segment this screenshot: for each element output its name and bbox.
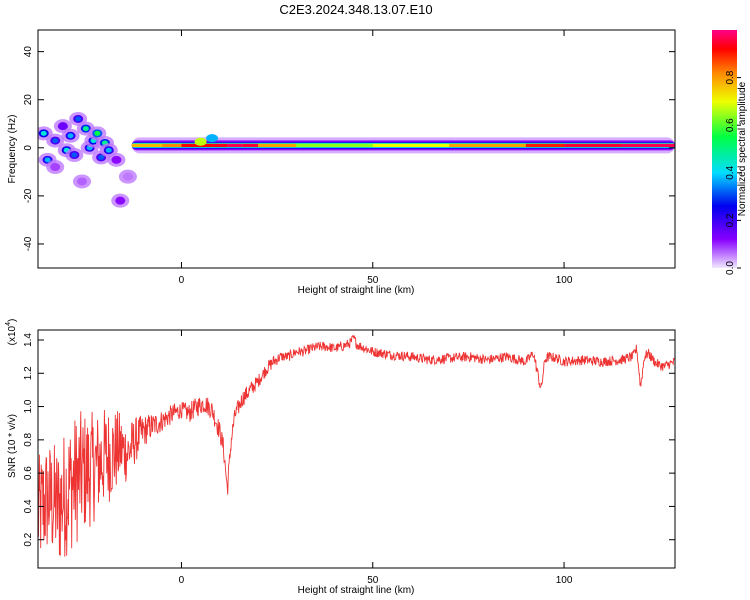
spectrogram-y-tick-label: -40 <box>23 236 34 251</box>
snr-x-ticks: 0 50 100 <box>179 330 573 586</box>
snr-y-tick-label: 0.2 <box>23 532 34 546</box>
snr-x-tick-label: 0 <box>179 575 185 586</box>
spectrogram-blob <box>50 163 61 172</box>
svg-text:(x104): (x104) <box>5 319 18 346</box>
snr-y-multiplier-base: (x10 <box>7 325 18 345</box>
snr-y-tick-label: 0.4 <box>23 499 34 513</box>
spectrogram-band-peak <box>621 143 675 147</box>
colorbar-tick-label: 0.8 <box>725 70 736 84</box>
spectrogram-x-tick-label: 50 <box>367 275 379 286</box>
spectrogram-blob-core <box>52 138 59 144</box>
spectrogram-band-peak <box>131 143 163 147</box>
spectrogram-y-ticks: 40 20 0 -20 -40 <box>23 46 675 251</box>
spectrogram-band-peak <box>564 143 622 147</box>
snr-y-tick-label: 1.2 <box>23 366 34 380</box>
snr-x-tick-label: 100 <box>556 575 573 586</box>
spectrogram-y-axis-label: Frequency (Hz) <box>7 115 18 184</box>
snr-y-tick-label: 1.4 <box>23 333 34 347</box>
spectrogram-band-peak <box>200 143 213 147</box>
spectrogram-blob-core <box>71 152 78 158</box>
spectrogram-x-tick-label: 0 <box>179 275 185 286</box>
spectrogram-band-peak <box>257 143 297 147</box>
snr-y-tick-label: 0.6 <box>23 466 34 480</box>
spectrogram-blob-core <box>44 157 51 163</box>
spectrogram-x-ticks: 0 50 100 <box>179 30 573 286</box>
spectrogram-x-axis-label: Height of straight line (km) <box>298 285 415 296</box>
snr-x-tick-label: 50 <box>367 575 379 586</box>
snr-x-axis-label: Height of straight line (km) <box>298 585 415 596</box>
colorbar-label: Normalized spectral amplitude <box>737 81 748 216</box>
spectrogram-band-peak <box>296 143 373 147</box>
spectrogram-blob-core <box>75 116 82 122</box>
spectrogram-band-peak <box>372 143 450 147</box>
spectrogram-band-peak <box>242 143 258 147</box>
colorbar-tick-label: 0.4 <box>725 165 736 179</box>
snr-frame <box>37 329 676 569</box>
spectrogram-y-tick-label: 40 <box>23 46 34 58</box>
snr-y-tick-label: 1.0 <box>23 399 34 413</box>
spectrogram-y-tick-label: 20 <box>23 94 34 106</box>
colorbar-tick-label: 0.2 <box>725 213 736 227</box>
spectrogram-blob-core <box>105 147 112 153</box>
spectrogram-marks <box>38 111 675 208</box>
spectrogram-blob-core <box>82 126 89 132</box>
spectrogram-x-tick-label: 100 <box>556 275 573 286</box>
figure-title: C2E3.2024.348.13.07.E10 <box>279 2 432 17</box>
spectrogram-blob <box>111 155 122 164</box>
spectrogram-panel: 0 50 100 40 20 0 -20 -40 Height of straight li… <box>7 29 676 296</box>
snr-y-ticks: 1.4 1.2 1.0 0.8 0.6 0.4 0.2 <box>23 333 675 547</box>
spectrogram-blob-core <box>94 130 101 136</box>
spectrogram-band-peak <box>162 143 182 147</box>
spectrogram-frame <box>37 29 676 269</box>
spectrogram-blob-core <box>98 154 105 160</box>
colorbar-tick-label: 0.6 <box>725 118 736 132</box>
spectrogram-band-peak <box>181 143 201 147</box>
spectrogram-blob <box>57 122 68 131</box>
spectrogram-band-peak <box>212 143 228 147</box>
spectrogram-blob <box>76 177 87 186</box>
spectrogram-band-peak <box>449 143 526 147</box>
colorbar: 0.0 0.2 0.4 0.6 0.8 Normalized spectral ampl… <box>712 30 748 275</box>
snr-series-line <box>38 334 675 557</box>
spectrogram-y-tick-label: -20 <box>23 188 34 203</box>
snr-y-multiplier-exp: 4 <box>5 322 12 326</box>
snr-y-multiplier: (x104) <box>5 319 18 346</box>
spectrogram-blob <box>122 172 133 181</box>
colorbar-gradient <box>712 30 737 268</box>
spectrogram-band-bump <box>206 134 219 143</box>
snr-panel: 0 50 100 1.4 1.2 1.0 0.8 0.6 0.4 0.2 Height of s… <box>5 319 676 596</box>
spectrogram-blob <box>115 196 126 205</box>
colorbar-ticks: 0.0 0.2 0.4 0.6 0.8 <box>725 70 741 275</box>
spectrogram-band-bump <box>194 137 207 146</box>
snr-y-axis-label: SNR (10 * v/v) <box>7 414 18 478</box>
snr-y-tick-label: 0.8 <box>23 432 34 446</box>
spectrogram-y-tick-label: 0 <box>23 145 34 151</box>
spectrogram-band-peak <box>525 143 565 147</box>
colorbar-tick-label: 0.0 <box>725 261 736 275</box>
spectrogram-blob-core <box>67 133 74 139</box>
spectrogram-band-peak <box>227 143 243 147</box>
spectrogram-blob-core <box>40 130 47 136</box>
